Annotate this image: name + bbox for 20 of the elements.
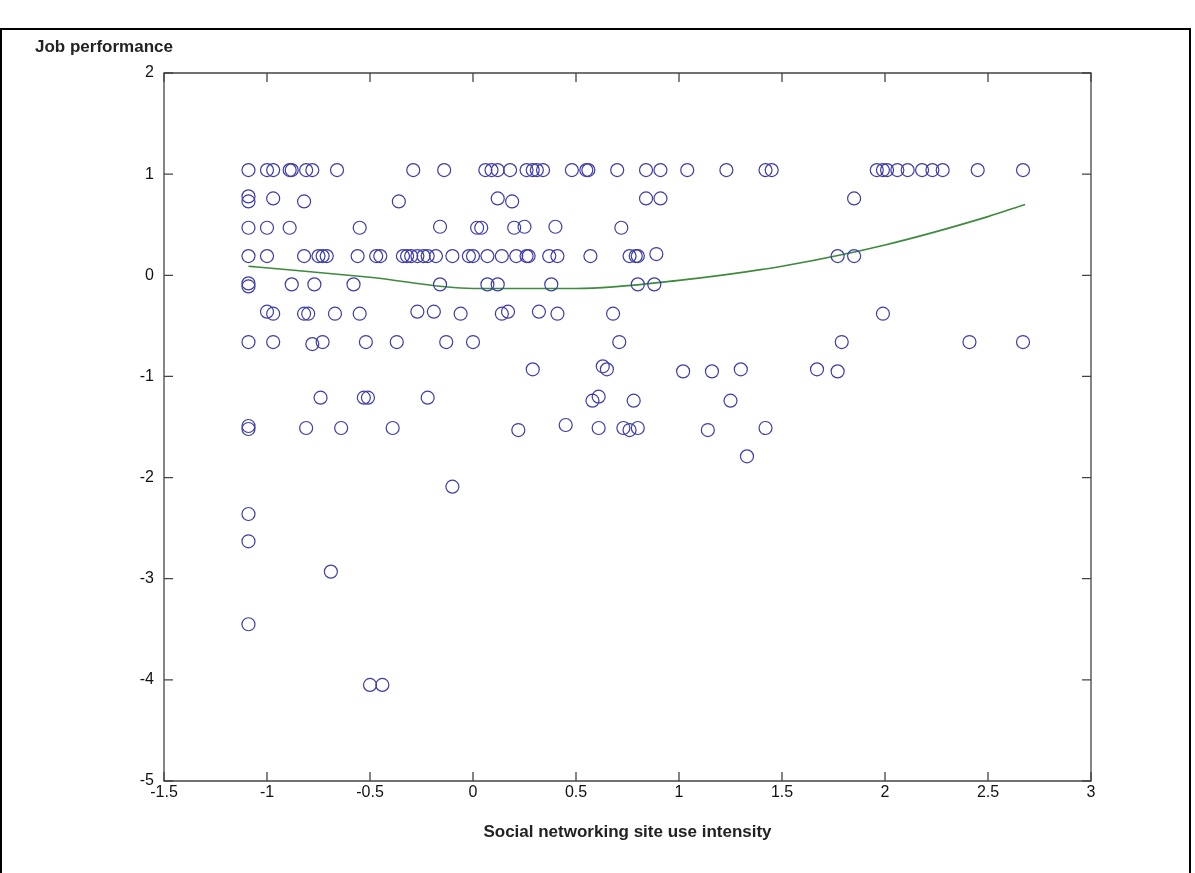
y-tick-label: -2	[139, 467, 155, 485]
x-axis-title: Social networking site use intensity	[483, 821, 773, 841]
x-tick-label: -1	[259, 783, 275, 801]
y-tick-label: -3	[139, 569, 155, 587]
x-tick-label: 2.5	[976, 783, 1000, 801]
x-tick-label: -0.5	[356, 783, 384, 801]
y-tick-label: -5	[139, 771, 155, 789]
x-tick-label: 2	[880, 783, 890, 801]
x-tick-label: 0.5	[564, 783, 588, 801]
y-axis-title: Job performance	[35, 36, 173, 56]
x-tick-label: 1.5	[770, 783, 794, 801]
x-tick-label: 1	[674, 783, 684, 801]
y-tick-label: 2	[145, 63, 155, 81]
y-tick-label: 0	[145, 265, 155, 283]
y-tick-label: -4	[139, 670, 155, 688]
x-tick-label: 3	[1086, 783, 1096, 801]
x-tick-label: 0	[468, 783, 478, 801]
line-series	[247, 203, 1026, 290]
y-tick-label: -1	[139, 366, 155, 384]
y-tick-label: 1	[145, 164, 155, 182]
